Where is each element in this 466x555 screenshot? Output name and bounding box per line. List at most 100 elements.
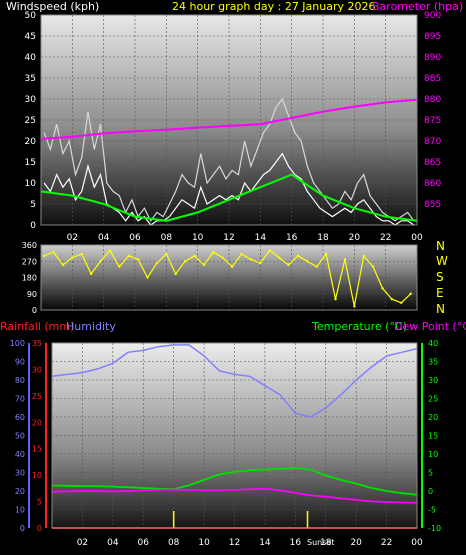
temperature-tick-label: 20 xyxy=(428,413,438,422)
x-tick-label: 08 xyxy=(168,538,180,548)
direction-point xyxy=(240,252,243,256)
temperature-tick-label: -10 xyxy=(428,524,441,533)
temp-plot-frame xyxy=(51,342,418,529)
direction-point xyxy=(80,252,83,256)
compass-label-n-top: N xyxy=(436,239,445,253)
y2-tick-label: 860 xyxy=(424,179,441,189)
y-tick-label: 30 xyxy=(25,95,37,105)
direction-point xyxy=(259,261,262,265)
direction-point xyxy=(343,258,347,261)
direction-point xyxy=(362,254,365,258)
direction-point xyxy=(268,249,271,252)
direction-point xyxy=(390,297,394,301)
rainfall-tick-label: 30 xyxy=(32,365,42,374)
direction-point xyxy=(381,287,384,290)
x-tick-label: 02 xyxy=(67,233,78,243)
rainfall-tick-label: 25 xyxy=(32,392,42,401)
y-tick-label: 90 xyxy=(27,290,37,299)
y2-tick-label: 880 xyxy=(424,95,441,105)
direction-point xyxy=(202,263,206,267)
x-tick-label: 22 xyxy=(380,233,391,243)
direction-point xyxy=(230,265,234,268)
direction-point xyxy=(42,254,46,258)
compass-label-e: E xyxy=(436,286,444,300)
direction-point xyxy=(371,265,375,268)
y2-tick-label: 855 xyxy=(424,200,441,210)
y2-tick-label: 895 xyxy=(424,32,441,42)
y-tick-label: 35 xyxy=(25,74,36,84)
rainfall-tick-label: 15 xyxy=(32,445,42,454)
x-tick-label: 12 xyxy=(223,233,234,243)
rainfall-tick-label: 10 xyxy=(32,471,42,480)
windspeed-axis-label: Windspeed (kph) xyxy=(6,0,99,13)
x-tick-label: 20 xyxy=(349,233,361,243)
y-tick-label: 40 xyxy=(25,53,37,63)
series-windavg-line xyxy=(40,173,418,222)
y2-tick-label: 870 xyxy=(424,137,441,147)
compass-label-s: S xyxy=(436,270,444,284)
x-tick-label: 18 xyxy=(317,233,329,243)
compass-label-n-bottom: N xyxy=(436,302,445,316)
temperature-tick-label: 40 xyxy=(428,339,438,348)
series-barometer-line xyxy=(40,98,418,140)
humidity-tick-label: 30 xyxy=(15,469,25,478)
y2-tick-label: 865 xyxy=(424,158,441,168)
direction-point xyxy=(334,297,337,301)
direction-plot-frame xyxy=(40,244,418,311)
y2-tick-label: 890 xyxy=(424,53,441,63)
sunset-label: Sunset xyxy=(307,538,334,547)
temperature-tick-label: 30 xyxy=(428,376,438,385)
y2-tick-label: 885 xyxy=(424,74,441,84)
temperature-tick-label: 25 xyxy=(428,395,438,404)
direction-point xyxy=(61,263,65,267)
x-tick-label: 12 xyxy=(229,538,240,548)
direction-point xyxy=(108,249,112,252)
y-tick-label: 15 xyxy=(25,158,36,168)
temperature-tick-label: 5 xyxy=(428,469,433,478)
y-tick-label: 50 xyxy=(25,11,37,21)
direction-point xyxy=(212,251,215,254)
rainfall-tick-label: 5 xyxy=(37,498,42,507)
x-tick-label: 16 xyxy=(290,538,302,548)
temperature-tick-label: 35 xyxy=(428,358,438,367)
direction-point xyxy=(287,263,290,267)
direction-point xyxy=(89,272,93,276)
x-tick-label: 04 xyxy=(98,233,110,243)
humidity-tick-label: 80 xyxy=(15,376,25,385)
humidity-axis-label: Humidity xyxy=(66,320,116,333)
y-tick-label: 0 xyxy=(32,306,37,315)
series-dewpoint-line xyxy=(51,487,418,504)
y-tick-label: 25 xyxy=(25,116,36,126)
direction-point xyxy=(296,254,300,258)
direction-point xyxy=(409,292,412,295)
y2-tick-label: 900 xyxy=(424,11,441,21)
series-direction-line xyxy=(43,249,412,307)
rainfall-axis-label: Rainfall (mm) xyxy=(0,320,74,333)
direction-point xyxy=(127,254,130,258)
y-tick-label: 270 xyxy=(22,257,37,266)
series-windspeed-line xyxy=(43,152,415,226)
humidity-tick-label: 50 xyxy=(15,432,25,441)
rainfall-tick-label: 35 xyxy=(32,339,42,348)
temperature-tick-label: -5 xyxy=(428,506,436,515)
rainfall-tick-label: 0 xyxy=(37,524,42,533)
x-tick-label: 08 xyxy=(161,233,173,243)
x-tick-label: 06 xyxy=(138,538,150,548)
humidity-tick-label: 60 xyxy=(15,413,25,422)
direction-point xyxy=(118,265,121,268)
y-tick-label: 10 xyxy=(25,179,37,189)
direction-point xyxy=(306,260,309,263)
direction-point xyxy=(183,260,187,263)
direction-point xyxy=(99,260,102,263)
x-tick-label: 22 xyxy=(381,538,392,548)
humidity-tick-label: 100 xyxy=(10,339,25,348)
x-tick-label: 06 xyxy=(129,233,141,243)
rainfall-tick-label: 20 xyxy=(32,418,42,427)
dewpoint-axis-label: Dew Point (°C) xyxy=(394,320,466,333)
humidity-tick-label: 20 xyxy=(15,487,25,496)
x-tick-label: 00 xyxy=(411,538,423,548)
humidity-tick-label: 40 xyxy=(15,450,25,459)
x-tick-label: 16 xyxy=(286,233,298,243)
series-windgust-line xyxy=(43,97,415,222)
